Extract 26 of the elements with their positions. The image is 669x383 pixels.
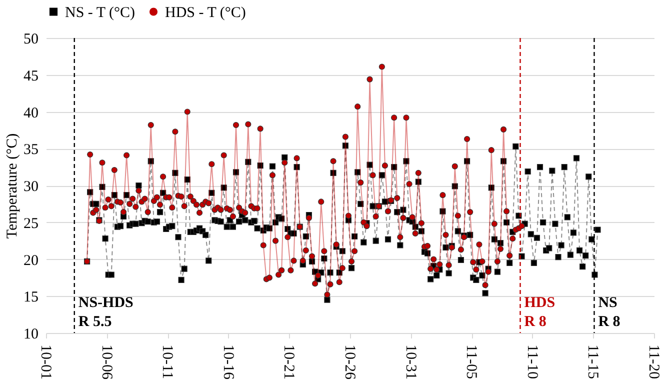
y-axis-title: Temperature (°C) [4,133,20,239]
y-tick-label: 45 [24,68,38,84]
y-tick-label: 10 [24,326,38,342]
legend-label: HDS - T (°C) [165,4,246,21]
legend-label: NS - T (°C) [65,4,136,21]
y-tick-label: 35 [24,142,38,158]
y-tick-label: 15 [24,290,38,306]
ref-line-label: NS R 8 [598,295,620,330]
x-tick-label: 10-26 [342,344,358,380]
y-tick-label: 30 [24,179,38,195]
x-tick-label: 11-20 [646,344,662,379]
y-tick-label: 25 [24,216,38,232]
x-tick-label: 11-05 [463,344,480,379]
x-tick-label: 10-06 [98,344,114,380]
x-tick-label: 10-31 [402,344,418,380]
y-tick-label: 20 [24,252,38,269]
ref-line-label: HDS R 8 [524,295,556,330]
y-tick-label: 40 [24,105,38,122]
x-tick-label: 10-11 [159,344,176,379]
x-tick-label: 10-01 [38,344,54,380]
x-tick-label: 11-15 [584,344,601,379]
ref-line-label: NS-HDS R 5.5 [78,295,134,330]
x-tick-label: 11-10 [524,344,540,379]
y-tick-label: 50 [24,32,38,48]
x-tick-label: 10-21 [280,344,297,380]
x-tick-label: 10-16 [220,344,236,380]
